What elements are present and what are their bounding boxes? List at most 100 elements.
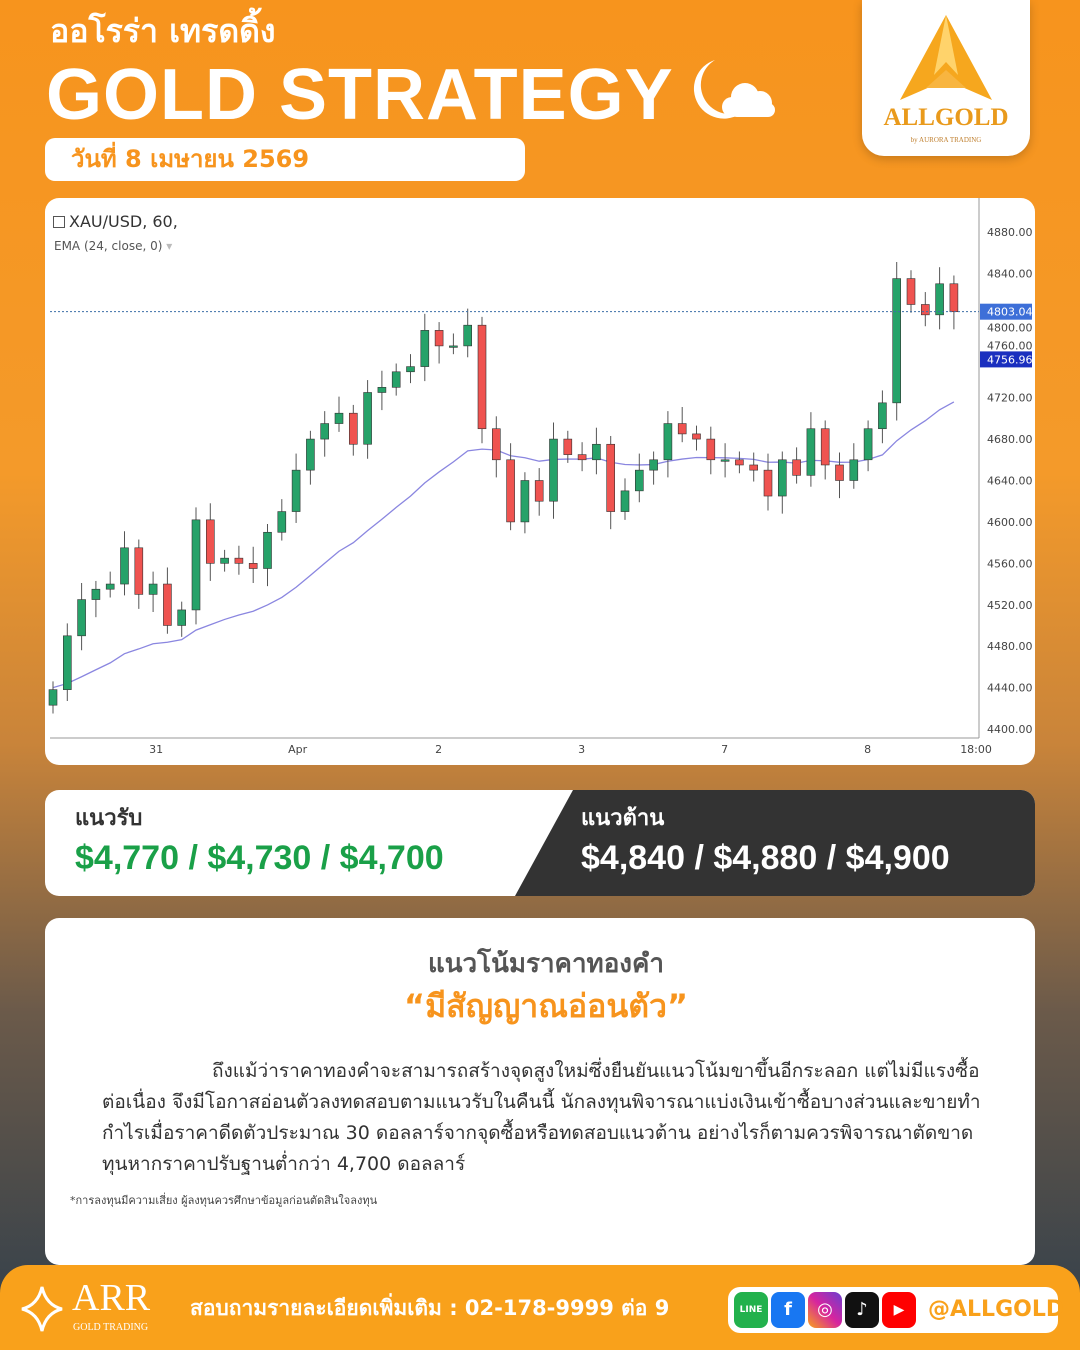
line-icon[interactable]: LINE bbox=[734, 1292, 768, 1328]
arr-logo-icon bbox=[21, 1286, 63, 1332]
candle-body bbox=[720, 459, 730, 462]
dropdown-icon[interactable]: ▾ bbox=[166, 239, 173, 253]
collapse-icon[interactable] bbox=[53, 216, 65, 228]
y-tick-label: 4520.00 bbox=[987, 599, 1033, 612]
last-price-tag bbox=[980, 303, 1032, 320]
x-tick-label: Apr bbox=[288, 743, 308, 756]
candle-body bbox=[634, 469, 644, 492]
ema-label: EMA (24, close, 0) bbox=[54, 239, 163, 253]
candle-body bbox=[849, 459, 859, 481]
candle-body bbox=[806, 428, 816, 476]
candle-body bbox=[220, 557, 229, 564]
candle-body bbox=[391, 371, 401, 388]
x-tick-label: 7 bbox=[721, 743, 728, 756]
candle-body bbox=[649, 459, 658, 471]
facebook-icon[interactable]: f bbox=[771, 1292, 805, 1328]
chart-symbol: XAU/USD, 60, bbox=[53, 212, 178, 232]
social-handle[interactable]: @ALLGOLD bbox=[928, 1297, 1065, 1322]
x-tick-label: 3 bbox=[578, 743, 585, 756]
social-bar: LINE f ◎ ♪ ▶ @ALLGOLD bbox=[728, 1287, 1064, 1333]
symbol-label: XAU/USD, 60, bbox=[69, 212, 178, 231]
candle-body bbox=[449, 345, 458, 348]
trend-body: ถึงแม้ว่าราคาทองคำจะสามารถสร้างจุดสูงใหม… bbox=[102, 1060, 981, 1175]
candle-body bbox=[506, 459, 515, 523]
logo-name: ALLGOLD bbox=[883, 104, 1009, 131]
candle-body bbox=[277, 511, 287, 533]
tiktok-icon[interactable]: ♪ bbox=[845, 1292, 879, 1328]
candle-body bbox=[306, 438, 315, 471]
y-tick-label: 4480.00 bbox=[987, 640, 1033, 653]
candle-body bbox=[62, 635, 72, 690]
ema-value-label: 4756.96 bbox=[987, 353, 1033, 366]
ema-tag bbox=[980, 351, 1032, 368]
levels-panel: แนวรับ $4,770 / $4,730 / $4,700 แนวต้าน … bbox=[45, 790, 1035, 896]
allgold-logo: ALLGOLD by AURORA TRADING bbox=[862, 0, 1030, 156]
candle-body bbox=[91, 588, 101, 600]
y-tick-label: 4600.00 bbox=[987, 516, 1033, 529]
y-tick-label: 4400.00 bbox=[987, 723, 1033, 736]
candle-body bbox=[48, 689, 58, 706]
candle-body bbox=[491, 428, 501, 461]
candle-body bbox=[549, 438, 558, 502]
candle-body bbox=[820, 428, 830, 466]
candle-body bbox=[792, 459, 801, 476]
candle-body bbox=[134, 547, 144, 595]
candle-body bbox=[949, 283, 959, 313]
candle-body bbox=[863, 428, 873, 461]
chart-svg: 4880.00 4840.00 4800.00 4760.00 4720.00 4680.… bbox=[48, 198, 1033, 756]
candle-body bbox=[477, 324, 487, 430]
x-tick-label: 8 bbox=[864, 743, 871, 756]
candle-body bbox=[120, 547, 129, 585]
candle-body bbox=[749, 464, 759, 471]
y-tick-label: 4640.00 bbox=[987, 475, 1033, 488]
x-tick-label: 18:00 bbox=[960, 743, 992, 756]
candle-body bbox=[620, 490, 630, 512]
candle-body bbox=[105, 583, 115, 590]
candle-body bbox=[906, 278, 916, 305]
x-tick-label: 2 bbox=[435, 743, 442, 756]
trend-card: แนวโน้มราคาทองคำ “มีสัญญาณอ่อนตัว” ถึงแม… bbox=[45, 918, 1035, 1265]
y-tick-label: 4840.00 bbox=[987, 267, 1033, 280]
candle-body bbox=[920, 304, 930, 316]
y-tick-label: 4440.00 bbox=[987, 682, 1033, 695]
candle-body bbox=[777, 459, 787, 497]
candle-body bbox=[878, 402, 887, 430]
y-tick-label: 4760.00 bbox=[987, 339, 1033, 352]
support-values: $4,770 / $4,730 / $4,700 bbox=[75, 839, 444, 877]
youtube-icon[interactable]: ▶ bbox=[882, 1292, 916, 1328]
candle-body bbox=[406, 366, 415, 373]
candle-body bbox=[835, 464, 844, 481]
candle-body bbox=[606, 443, 616, 512]
candle-body bbox=[763, 469, 773, 497]
date-label: วันที่ 8 เมษายน 2569 bbox=[45, 138, 525, 181]
y-tick-label: 4880.00 bbox=[987, 226, 1033, 239]
candle-body bbox=[234, 557, 244, 564]
candle-body bbox=[191, 519, 201, 611]
instagram-icon[interactable]: ◎ bbox=[808, 1292, 842, 1328]
candle-body bbox=[348, 412, 358, 445]
disclaimer: *การลงทุนมีความเสี่ยง ผู้ลงทุนควรศึกษาข้… bbox=[70, 1194, 378, 1207]
trend-heading: แนวโน้มราคาทองคำ bbox=[427, 949, 664, 979]
candle-body bbox=[77, 599, 86, 637]
candle-body bbox=[206, 519, 215, 564]
candle-body bbox=[520, 480, 530, 523]
last-price-label: 4803.04 bbox=[987, 306, 1033, 319]
candle-body bbox=[935, 283, 944, 316]
resistance-values: $4,840 / $4,880 / $4,900 bbox=[581, 839, 950, 877]
candle-body bbox=[148, 583, 158, 595]
candle-body bbox=[334, 412, 344, 424]
candle-body bbox=[463, 324, 473, 347]
candle-body bbox=[263, 531, 272, 569]
contact-text: สอบถามรายละเอียดเพิ่มเติม : 02-178-9999 … bbox=[190, 1296, 670, 1320]
x-tick-label: 31 bbox=[149, 743, 163, 756]
y-tick-label: 4680.00 bbox=[987, 433, 1033, 446]
candle-body bbox=[534, 480, 544, 502]
y-tick-label: 4560.00 bbox=[987, 557, 1033, 570]
y-tick-label: 4800.00 bbox=[987, 322, 1033, 335]
resistance-label: แนวต้าน bbox=[581, 806, 665, 831]
candle-body bbox=[163, 583, 172, 626]
header-subtitle: ออโรร่า เทรดดิ้ง bbox=[50, 12, 276, 50]
candle-body bbox=[248, 563, 258, 569]
candle-body bbox=[434, 330, 444, 347]
candle-body bbox=[563, 438, 573, 455]
